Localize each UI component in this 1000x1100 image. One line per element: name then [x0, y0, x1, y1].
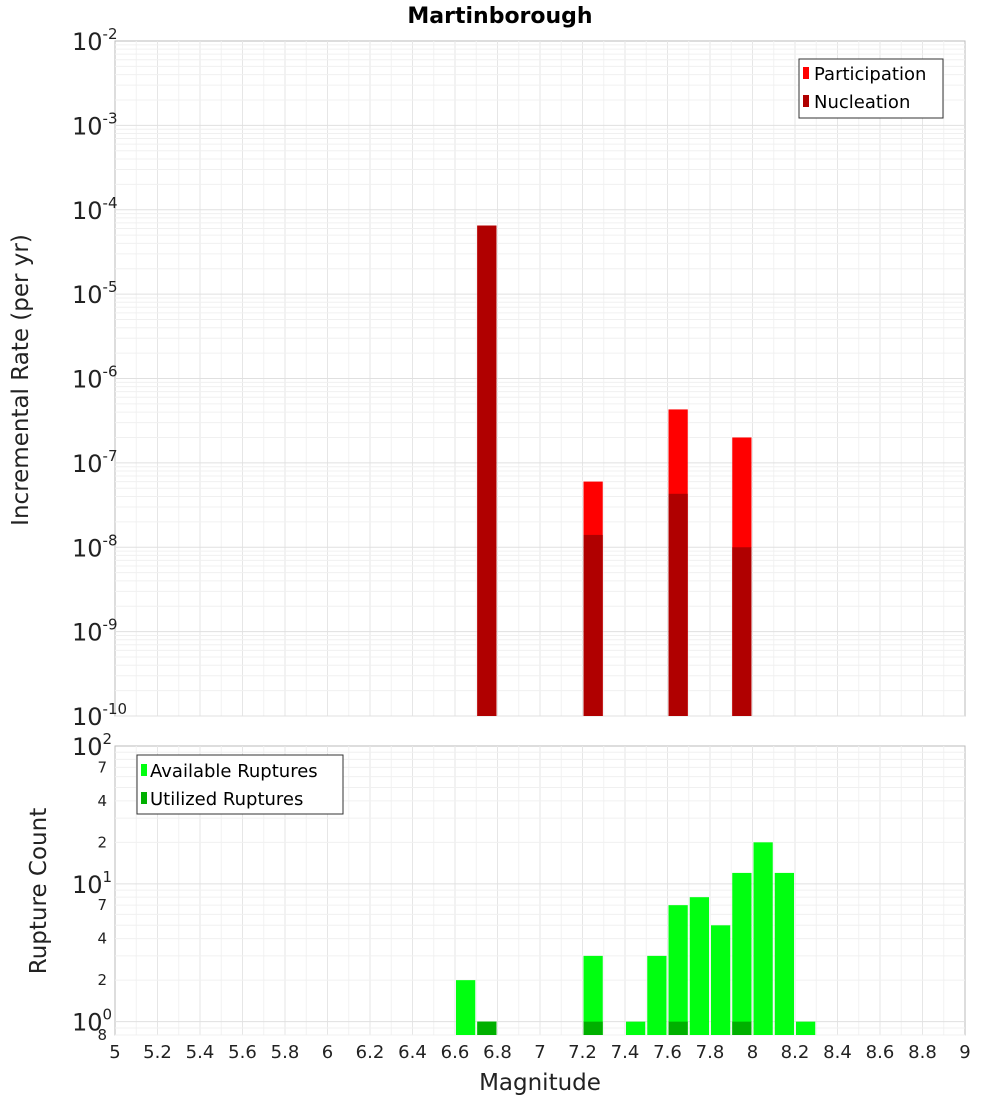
x-tick-label: 6.6	[441, 1042, 470, 1063]
bottom-bars	[456, 842, 816, 1035]
x-tick-label: 7.2	[568, 1042, 597, 1063]
utilized-ruptures-bar	[583, 1021, 603, 1035]
available-ruptures-bar	[774, 872, 794, 1035]
x-tick-label: 5.8	[271, 1042, 300, 1063]
available-ruptures-bar	[647, 955, 667, 1035]
y-tick-label: 10-5	[72, 278, 118, 309]
bottom-legend-box	[136, 754, 344, 815]
x-tick-label: 7.6	[653, 1042, 682, 1063]
legend-swatch-utilized	[141, 792, 147, 804]
x-tick-label: 5.6	[228, 1042, 257, 1063]
available-ruptures-bar	[668, 905, 688, 1035]
available-ruptures-bar	[753, 842, 773, 1035]
y-tick-label: 102	[72, 730, 112, 761]
top-legend: Participation Nucleation	[798, 58, 944, 119]
y-tick-label: 10-2	[72, 25, 118, 56]
y-minor-tick-label: 2	[97, 971, 107, 989]
x-tick-label: 7.8	[696, 1042, 725, 1063]
available-ruptures-bar	[796, 1021, 816, 1035]
x-tick-label: 8.8	[908, 1042, 937, 1063]
legend-swatch-participation	[803, 67, 809, 79]
legend-participation: Participation	[814, 64, 926, 85]
x-tick-label: 8.6	[866, 1042, 895, 1063]
y-minor-tick-label: 7	[97, 758, 107, 776]
y-minor-tick-label: 4	[97, 930, 107, 948]
legend-swatch-nucleation	[803, 95, 809, 107]
y-tick-label: 10-8	[72, 531, 118, 562]
legend-nucleation: Nucleation	[814, 92, 910, 113]
x-tick-label: 8	[747, 1042, 758, 1063]
nucleation-bar	[732, 547, 752, 716]
x-axis-label: Magnitude	[479, 1070, 601, 1096]
top-y-axis-label: Incremental Rate (per yr)	[8, 234, 34, 526]
available-ruptures-bar	[456, 980, 476, 1035]
top-grid	[115, 41, 965, 717]
utilized-ruptures-bar	[477, 1021, 497, 1035]
bottom-y-axis-label: Rupture Count	[26, 808, 52, 974]
y-tick-label: 100	[72, 1006, 112, 1037]
available-ruptures-bar	[583, 955, 603, 1035]
y-tick-label: 10-10	[72, 700, 127, 731]
top-legend-box	[798, 58, 944, 119]
legend-available-ruptures: Available Ruptures	[150, 761, 318, 782]
x-tick-label: 9	[959, 1042, 970, 1063]
x-tick-label: 6.2	[356, 1042, 385, 1063]
nucleation-bar	[668, 493, 688, 716]
x-tick-label: 6.8	[483, 1042, 512, 1063]
x-tick-label: 8.4	[823, 1042, 852, 1063]
nucleation-bar	[477, 225, 497, 716]
top-y-ticks: 10-2 10-3 10-4 10-5 10-6 10-7 10-8 10-9 10-10	[72, 25, 127, 731]
available-ruptures-bar	[626, 1021, 646, 1035]
nucleation-bar	[583, 534, 603, 716]
y-minor-tick-label: 2	[97, 833, 107, 851]
y-minor-tick-label: 8	[97, 1026, 107, 1044]
y-tick-label: 10-3	[72, 109, 118, 140]
y-tick-label: 101	[72, 868, 112, 899]
bottom-y-ticks: 102 101 100 7 4 2 7 4 2 8	[72, 730, 112, 1044]
x-tick-label: 5	[109, 1042, 120, 1063]
y-tick-label: 10-9	[72, 616, 118, 647]
legend-utilized-ruptures: Utilized Ruptures	[150, 789, 303, 810]
x-tick-label: 6	[322, 1042, 333, 1063]
legend-swatch-available	[141, 764, 147, 776]
available-ruptures-bar	[732, 872, 752, 1035]
available-ruptures-bar	[689, 897, 709, 1035]
x-tick-label: 6.4	[398, 1042, 427, 1063]
y-tick-label: 10-4	[72, 194, 118, 225]
x-tick-label: 5.2	[143, 1042, 172, 1063]
y-minor-tick-label: 4	[97, 792, 107, 810]
available-ruptures-bar	[711, 925, 731, 1035]
top-panel: 10-2 10-3 10-4 10-5 10-6 10-7 10-8 10-9 10-10 Pa…	[72, 25, 966, 731]
top-bars	[477, 225, 752, 716]
utilized-ruptures-bar	[732, 1021, 752, 1035]
y-minor-tick-label: 7	[97, 896, 107, 914]
chart-title: Martinborough	[407, 4, 592, 29]
x-tick-label: 7.4	[611, 1042, 640, 1063]
utilized-ruptures-bar	[668, 1021, 688, 1035]
x-ticks: 5 5.2 5.4 5.6 5.8 6 6.2 6.4 6.6 6.8 7 7.2 7.4 7.6 7.8 8…	[109, 1042, 970, 1063]
bottom-legend: Available Ruptures Utilized Ruptures	[136, 754, 344, 815]
y-tick-label: 10-7	[72, 447, 118, 478]
x-tick-label: 5.4	[186, 1042, 215, 1063]
bottom-panel: 102 101 100 7 4 2 7 4 2 8 5 5.2 5.4 5.6 5.8 6 6.2 6.4 6.6…	[72, 730, 971, 1063]
x-tick-label: 7	[534, 1042, 545, 1063]
x-tick-label: 8.2	[781, 1042, 810, 1063]
y-tick-label: 10-6	[72, 363, 118, 394]
